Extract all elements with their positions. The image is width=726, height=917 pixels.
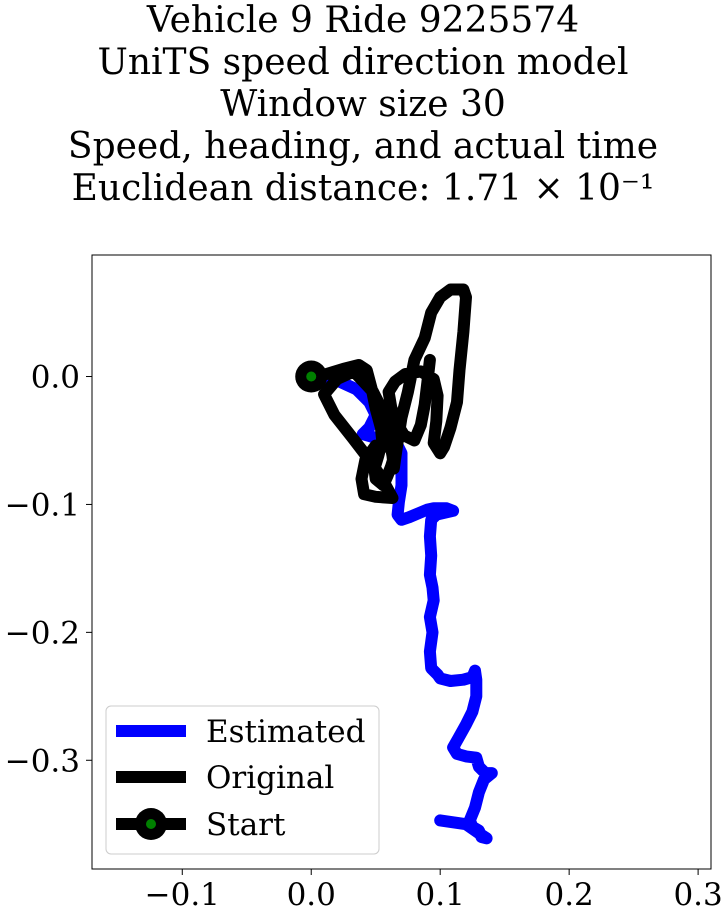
- x-tick-label: 0.3: [673, 877, 722, 913]
- plot-frame: [91, 254, 712, 870]
- series-layer: [295, 283, 498, 845]
- x-tick-label: 0.2: [544, 877, 593, 913]
- chart-title: Vehicle 9 Ride 9225574 UniTS speed direc…: [0, 0, 726, 210]
- x-tick-label: −0.1: [145, 877, 220, 913]
- ticks-layer: −0.1 0.0 0.1 0.2 0.3 0.0 −0.1 −0.2 −0.3: [5, 360, 723, 913]
- y-tick-label: −0.1: [5, 487, 80, 523]
- y-tick-label: −0.2: [5, 615, 80, 651]
- title-line-1: Vehicle 9 Ride 9225574: [146, 0, 580, 41]
- legend-label-start: Start: [206, 807, 286, 843]
- legend-label-original: Original: [206, 760, 334, 796]
- title-line-2: UniTS speed direction model: [97, 42, 629, 83]
- title-line-4: Speed, heading, and actual time: [67, 126, 659, 167]
- title-line-3: Window size 30: [220, 84, 506, 125]
- series-line-original: [305, 283, 472, 504]
- legend: Estimated Original Start: [105, 705, 380, 855]
- y-tick-label: 0.0: [31, 360, 80, 396]
- title-line-5: Euclidean distance: 1.71 × 10⁻¹: [71, 168, 655, 209]
- x-tick-label: 0.0: [287, 877, 336, 913]
- legend-start-marker-center: [146, 819, 156, 829]
- legend-label-estimated: Estimated: [206, 714, 365, 750]
- x-tick-label: 0.1: [416, 877, 465, 913]
- start-marker-center: [306, 371, 317, 382]
- y-tick-label: −0.3: [5, 743, 80, 779]
- series-line-estimated: [305, 370, 498, 845]
- legend-box: [105, 705, 380, 855]
